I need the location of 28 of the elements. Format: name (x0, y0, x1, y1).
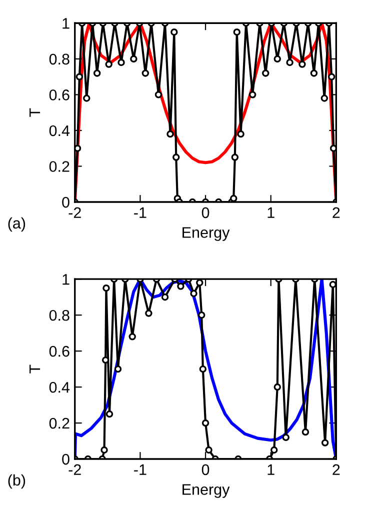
y-tick-label: 0.2 (49, 161, 70, 172)
x-tick-label: -2 (68, 464, 81, 475)
y-tick-label: 0.4 (49, 382, 70, 393)
x-tick-label: 1 (268, 207, 274, 218)
x-tick-label: 0 (202, 464, 210, 476)
x-axis-title: Energy (182, 484, 230, 498)
y-tick-label: 0 (62, 454, 70, 465)
x-tick-label: -1 (134, 207, 146, 218)
x-tick-label: -1 (134, 464, 146, 475)
y-tick-label: 1 (62, 18, 70, 29)
y-tick-label: 0.6 (49, 90, 70, 100)
y-tick-label: 0.4 (49, 125, 70, 136)
y-tick-label: 0.8 (49, 54, 70, 65)
x-tick-label: 2 (332, 207, 340, 218)
x-tick-label: 2 (332, 464, 340, 475)
y-tick-label: 0.2 (49, 418, 70, 429)
y-axis-title: T (30, 364, 40, 374)
x-tick-label: 1 (268, 464, 274, 475)
x-tick-label: 0 (202, 207, 210, 218)
y-tick-label: 1 (62, 274, 70, 285)
y-tick-label: 0 (62, 196, 70, 208)
text: (a) (8, 217, 26, 232)
y-tick-label: 0.8 (49, 310, 70, 321)
text: (b) (8, 474, 26, 489)
y-tick-label: 0.6 (49, 346, 70, 357)
y-axis-title: T (30, 108, 40, 117)
x-axis-title: Energy (182, 227, 230, 241)
x-tick-label: -2 (68, 207, 81, 218)
